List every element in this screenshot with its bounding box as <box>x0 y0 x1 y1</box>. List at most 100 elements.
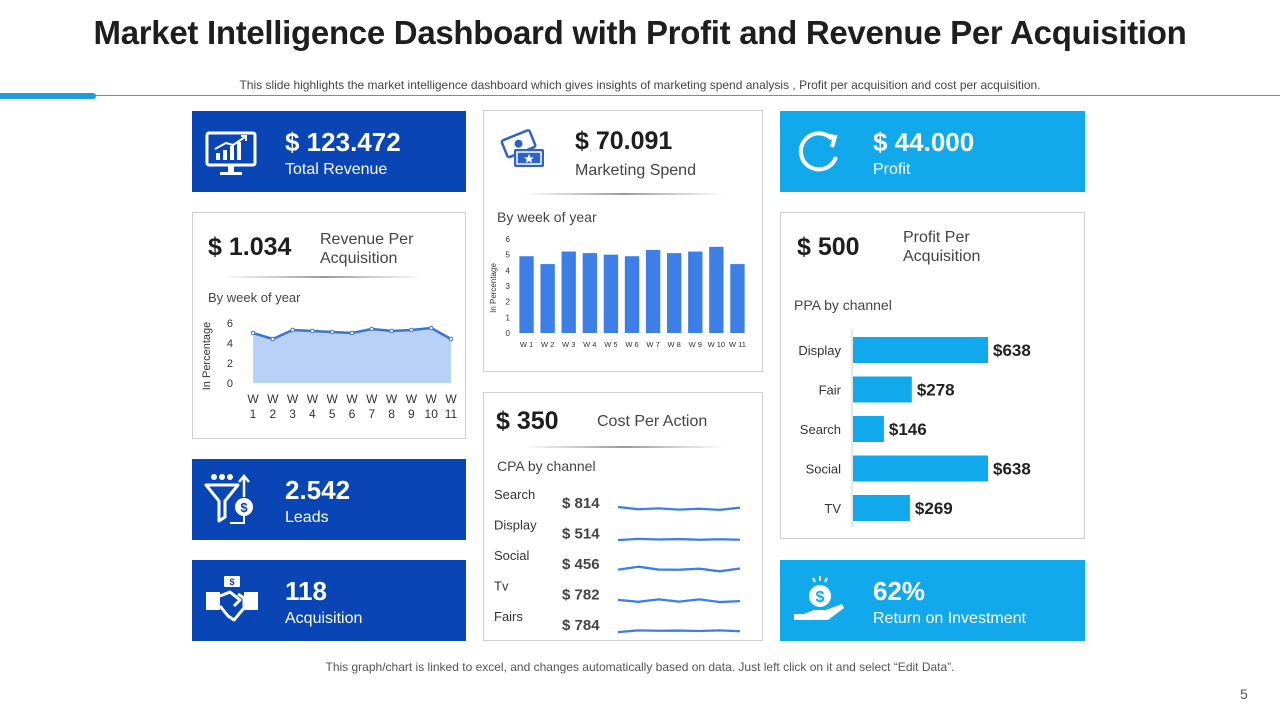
kpi-roi-label: Return on Investment <box>873 610 1026 627</box>
cpa-channel-label: Display <box>494 518 537 533</box>
data-point <box>250 330 256 336</box>
x-tick-label-bottom: 4 <box>309 407 316 421</box>
bar <box>645 249 661 333</box>
x-tick-label-bottom: 10 <box>425 407 439 421</box>
x-tick-label-bottom: 3 <box>289 407 296 421</box>
page-number: 5 <box>1240 686 1248 702</box>
cpa-channel-value: $ 784 <box>562 617 600 634</box>
x-tick-label: W 5 <box>604 340 617 349</box>
bar <box>624 256 640 333</box>
kpi-acquisition[interactable]: $ 118 Acquisition <box>192 560 466 641</box>
ppa-category-label: Fair <box>819 383 842 398</box>
revenue-per-acquisition-card: $ 1.034 Revenue Per Acquisition By week … <box>192 212 466 439</box>
monitor-chart-icon <box>205 131 257 175</box>
cpa-sparkline <box>617 565 741 573</box>
marketing-spend-chart-subtitle: By week of year <box>497 209 597 225</box>
marketing-spend-ylabel: In Percentage <box>489 263 498 313</box>
page-subtitle: This slide highlights the market intelli… <box>239 78 1041 92</box>
kpi-profit[interactable]: $ 44.000 Profit <box>780 111 1085 192</box>
kpi-profit-value: $ 44.000 <box>873 127 975 157</box>
cpa-channel-label: Social <box>494 548 530 563</box>
rpa-label-line2: Acquisition <box>320 250 398 267</box>
marketing-spend-value: $ 70.091 <box>575 127 673 155</box>
kpi-leads-label: Leads <box>285 509 329 526</box>
x-tick-label-bottom: 8 <box>388 407 395 421</box>
cpa-by-channel-chart: Search $ 814 Display $ 514 Social $ 456 Tv $ 78… <box>494 487 741 634</box>
x-tick-label-top: W <box>406 392 418 406</box>
ppa-label-line1: Profit Per <box>903 229 970 246</box>
y-tick-label: 0 <box>506 329 511 338</box>
kpi-leads[interactable]: $ 2.542 Leads <box>192 459 466 540</box>
x-tick-label-bottom: 1 <box>250 407 257 421</box>
bar <box>688 251 703 333</box>
cpa-channel-label: Tv <box>494 579 509 594</box>
x-tick-label: W 2 <box>541 340 554 349</box>
y-tick-label: 2 <box>227 358 233 370</box>
profit-per-acquisition-card: $ 500 Profit Per Acquisition PPA by chan… <box>780 212 1085 539</box>
tickets-icon <box>500 129 544 167</box>
ppa-value-label: $278 <box>917 381 955 400</box>
data-point <box>448 336 454 342</box>
marketing-spend-card: $ 70.091 Marketing Spend By week of year… <box>483 110 763 372</box>
cpa-sparkline <box>617 505 741 512</box>
x-tick-label-top: W <box>247 392 259 406</box>
kpi-profit-label: Profit <box>873 161 911 178</box>
x-tick-label: W 10 <box>708 340 726 349</box>
y-tick-label: 6 <box>506 235 511 244</box>
rpa-ylabel: In Percentage <box>201 322 213 391</box>
ppa-category-label: Search <box>800 422 841 437</box>
ppa-bar <box>853 416 884 442</box>
rpa-chart-subtitle: By week of year <box>208 290 301 305</box>
marketing-spend-label: Marketing Spend <box>575 162 696 179</box>
cpa-channel-label: Search <box>494 487 535 502</box>
x-tick-label-bottom: 7 <box>368 407 375 421</box>
bar <box>730 264 745 333</box>
ppa-by-channel-chart: Display $638 Fair $278 Search $146 Social $638 T… <box>798 329 1031 527</box>
cpa-chart-subtitle: CPA by channel <box>497 458 596 474</box>
bar <box>603 254 619 333</box>
x-tick-label-top: W <box>445 392 457 406</box>
kpi-acquisition-label: Acquisition <box>285 610 363 627</box>
bar <box>709 246 724 333</box>
ppa-bar <box>853 495 910 521</box>
data-point <box>310 328 315 334</box>
y-tick-label: 1 <box>506 313 511 322</box>
y-tick-label: 6 <box>227 318 233 330</box>
ppa-value-label: $146 <box>889 420 927 439</box>
cpa-sparkline <box>617 537 741 542</box>
x-tick-label: W 8 <box>668 340 681 349</box>
data-point <box>329 329 335 335</box>
bar <box>519 256 534 333</box>
cpa-label: Cost Per Action <box>597 413 708 430</box>
bar <box>667 253 682 333</box>
ppa-value-label: $638 <box>993 460 1031 479</box>
ppa-value-label: $638 <box>993 341 1031 360</box>
y-tick-label: 2 <box>506 298 511 307</box>
cpa-sparkline <box>617 629 741 634</box>
cpa-sparkline <box>617 598 741 604</box>
x-tick-label-bottom: 11 <box>445 407 458 421</box>
cpa-channel-value: $ 456 <box>562 556 600 573</box>
area-fill <box>253 328 451 383</box>
kpi-acquisition-value: 118 <box>285 576 327 606</box>
page-title: Market Intelligence Dashboard with Profi… <box>93 14 1187 51</box>
x-tick-label-bottom: 5 <box>329 407 336 421</box>
funnel-dollar-icon: $ <box>204 474 253 524</box>
kpi-total-revenue-label: Total Revenue <box>285 161 388 178</box>
ppa-chart-subtitle: PPA by channel <box>794 297 892 313</box>
cpa-channel-value: $ 814 <box>562 495 600 512</box>
ppa-bar <box>853 455 988 482</box>
rpa-label-line1: Revenue Per <box>320 231 414 248</box>
x-tick-label: W 4 <box>583 340 596 349</box>
y-tick-label: 4 <box>227 338 233 350</box>
cpa-channel-value: $ 782 <box>562 587 600 604</box>
data-point <box>428 325 434 331</box>
y-tick-label: 3 <box>506 282 511 291</box>
cpa-divider <box>524 446 724 448</box>
x-tick-label: W 9 <box>689 340 702 349</box>
x-tick-label-top: W <box>267 392 279 406</box>
kpi-total-revenue[interactable]: $ 123.472 Total Revenue <box>192 111 466 192</box>
kpi-roi[interactable]: $ 62% Return on Investment <box>780 560 1085 641</box>
data-point <box>409 327 414 333</box>
handshake-icon: $ <box>206 576 258 622</box>
